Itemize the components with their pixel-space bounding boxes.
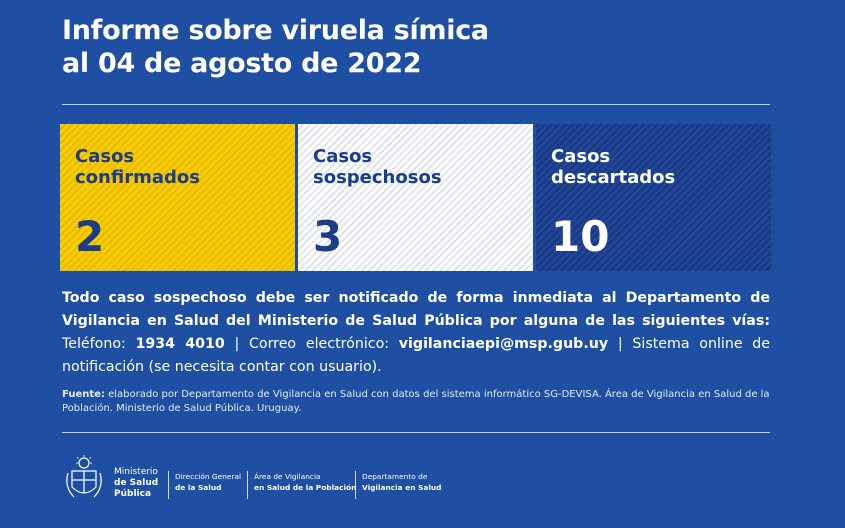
card-confirmed-value: 2 [75, 212, 105, 261]
footer-logos: Ministerio de Salud Pública Dirección Ge… [62, 455, 482, 505]
top-divider [62, 104, 770, 105]
report-title-line1: Informe sobre viruela símica [62, 15, 489, 46]
card-suspect-label-line1: Casos [313, 146, 373, 167]
card-confirmed-label-line2: confirmados [75, 167, 200, 188]
bottom-divider [62, 432, 770, 433]
card-suspect-label: Casos sospechosos [313, 146, 533, 188]
coat-of-arms-icon [66, 455, 102, 498]
footer-block-line1: Área de Vigilancia [254, 472, 321, 481]
card-discarded-label: Casos descartados [551, 146, 771, 188]
ministry-line1: Ministerio [114, 467, 158, 477]
card-discarded-label-line2: descartados [551, 167, 676, 188]
system-text: Sistema online de notificación (se neces… [62, 336, 771, 375]
footer-block-departamento: Departamento de Vigilancia en Salud [355, 471, 441, 499]
notification-notice: Todo caso sospechoso debe ser notificado… [62, 287, 770, 379]
card-suspect: Casos sospechosos 3 [298, 124, 533, 271]
phone-value: 1934 4010 [135, 336, 225, 352]
footer-block-area: Área de Vigilancia en Salud de la Poblac… [247, 471, 356, 499]
separator: | [234, 336, 240, 352]
footer-block-direccion: Dirección General de la Salud [168, 471, 241, 499]
phone-label: Teléfono: [62, 336, 126, 352]
card-confirmed: Casos confirmados 2 [60, 124, 295, 271]
ministry-line3: Pública [114, 489, 152, 499]
card-suspect-label-line2: sospechosos [313, 167, 442, 188]
footer-block-line2: en Salud de la Población [254, 483, 357, 492]
card-discarded-value: 10 [551, 212, 610, 261]
email-label: Correo electrónico: [249, 336, 390, 352]
ministry-line2: de Salud [114, 478, 159, 488]
email-value: vigilanciaepi@msp.gub.uy [398, 336, 609, 352]
footer-block-line2: de la Salud [175, 483, 222, 492]
footer-block-line1: Departamento de [362, 472, 428, 481]
report-title-line2: al 04 de agosto de 2022 [62, 48, 422, 79]
ministry-name: Ministerio de Salud Pública [114, 467, 158, 500]
source-text: elaborado por Departamento de Vigilancia… [62, 389, 770, 414]
source-note: Fuente: elaborado por Departamento de Vi… [62, 388, 770, 416]
notice-intro: Todo caso sospechoso debe ser notificado… [62, 290, 770, 329]
footer-block-line2: Vigilancia en Salud [362, 483, 442, 492]
card-discarded: Casos descartados 10 [536, 124, 771, 271]
card-suspect-value: 3 [313, 212, 343, 261]
report-title: Informe sobre viruela símica al 04 de ag… [62, 14, 762, 80]
separator: | [617, 336, 623, 352]
case-cards: Casos confirmados 2 Casos sospechosos 3 … [60, 124, 771, 271]
card-discarded-label-line1: Casos [551, 146, 611, 167]
card-confirmed-label: Casos confirmados [75, 146, 295, 188]
footer-block-line1: Dirección General [175, 472, 242, 481]
card-confirmed-label-line1: Casos [75, 146, 135, 167]
source-label: Fuente: [62, 389, 105, 400]
